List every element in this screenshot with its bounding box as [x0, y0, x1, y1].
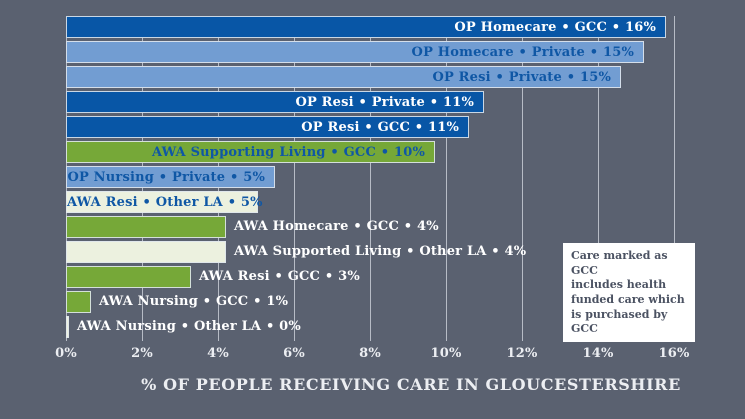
- bar-row: OP Resi • Private • 11%: [66, 91, 745, 116]
- bar-row: OP Resi • GCC • 11%: [66, 116, 745, 141]
- gridline-8%: [370, 16, 371, 341]
- bar: OP Resi • Private • 11%: [66, 91, 484, 113]
- bar-row: AWA Supporting Living • GCC • 10%: [66, 141, 745, 166]
- bar: [66, 241, 226, 263]
- bar: AWA Supporting Living • GCC • 10%: [66, 141, 435, 163]
- bar-row: AWA Homecare • GCC • 4%: [66, 216, 745, 241]
- x-tick-label: 16%: [658, 346, 690, 361]
- bar: OP Homecare • GCC • 16%: [66, 16, 666, 38]
- x-tick-label: 0%: [55, 346, 77, 361]
- bar-label: AWA Nursing • Other LA • 0%: [77, 319, 301, 334]
- bar-label: OP Resi • GCC • 11%: [301, 120, 459, 135]
- x-tick-label: 4%: [207, 346, 229, 361]
- bar-row: AWA Resi • GCC • 3%: [66, 266, 745, 291]
- bar: [66, 316, 69, 338]
- bar-row: AWA Nursing • GCC • 1%: [66, 291, 745, 316]
- bar-label: AWA Supported Living • Other LA • 4%: [234, 244, 527, 259]
- bar: [66, 216, 226, 238]
- bar: OP Nursing • Private • 5%: [66, 166, 275, 188]
- plot-area: OP Homecare • GCC • 16% OP Homecare • Pri…: [66, 16, 675, 341]
- gridline-16%: [674, 16, 675, 341]
- gridline-14%: [598, 16, 599, 341]
- gridline-6%: [294, 16, 295, 341]
- bar-row: AWA Supported Living • Other LA • 4%: [66, 241, 745, 266]
- bar: OP Resi • Private • 15%: [66, 66, 621, 88]
- annotation-note: Care marked as GCC includes health funde…: [563, 243, 695, 342]
- bar-label: AWA Nursing • GCC • 1%: [99, 294, 289, 309]
- bar-label: OP Resi • Private • 15%: [432, 70, 611, 85]
- bar-label: AWA Supporting Living • GCC • 10%: [151, 145, 425, 160]
- bar: AWA Resi • Other LA • 5%: [66, 191, 263, 213]
- gridline-10%: [446, 16, 447, 341]
- x-tick-label: 14%: [582, 346, 614, 361]
- x-tick-label: 2%: [131, 346, 153, 361]
- bar-label: AWA Homecare • GCC • 4%: [234, 219, 439, 234]
- bar: [66, 291, 91, 313]
- bar-label: AWA Resi • Other LA • 5%: [67, 195, 263, 210]
- gridline-12%: [522, 16, 523, 341]
- bar-label: OP Homecare • GCC • 16%: [454, 20, 656, 35]
- bar: [66, 266, 191, 288]
- x-axis-title: % OF PEOPLE RECEIVING CARE IN GLOUCESTER…: [141, 375, 681, 394]
- bar-label: OP Nursing • Private • 5%: [67, 170, 265, 185]
- bar-label: AWA Resi • GCC • 3%: [199, 269, 360, 284]
- bar-row: OP Nursing • Private • 5%: [66, 166, 745, 191]
- bar: OP Resi • GCC • 11%: [66, 116, 469, 138]
- bar-row: OP Homecare • Private • 15%: [66, 41, 745, 66]
- bar-label: OP Resi • Private • 11%: [295, 95, 474, 110]
- bar-label: OP Homecare • Private • 15%: [411, 45, 634, 60]
- x-tick-label: 8%: [359, 346, 381, 361]
- bar-row: OP Homecare • GCC • 16%: [66, 16, 745, 41]
- x-tick-label: 12%: [506, 346, 538, 361]
- x-tick-label: 6%: [283, 346, 305, 361]
- bar-row: AWA Nursing • Other LA • 0%: [66, 316, 745, 341]
- bar-row: OP Resi • Private • 15%: [66, 66, 745, 91]
- bar: OP Homecare • Private • 15%: [66, 41, 644, 63]
- x-tick-label: 10%: [430, 346, 462, 361]
- bar-row: AWA Resi • Other LA • 5%: [66, 191, 745, 216]
